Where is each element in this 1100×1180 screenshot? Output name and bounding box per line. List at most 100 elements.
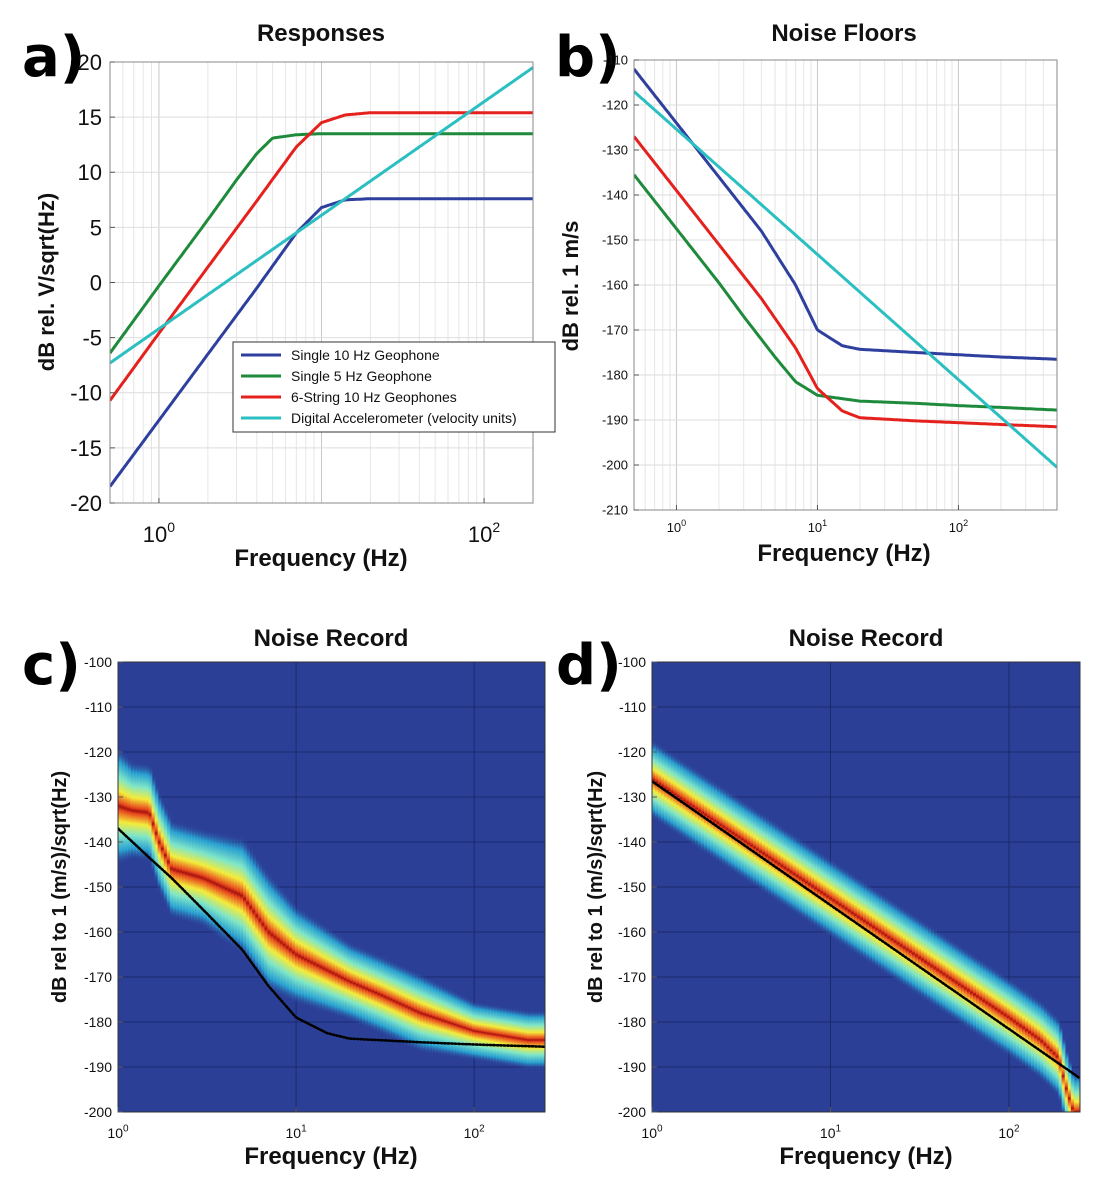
- panel-d-density-cell: [1028, 992, 1032, 1072]
- panel-c-noise-floor-curve: [118, 827, 545, 1049]
- panel-d-density-cell: [719, 785, 724, 865]
- panel-c-density-cell: [215, 831, 220, 938]
- panel-d-density-cell: [838, 865, 843, 945]
- panel-d-density-cell: [905, 909, 910, 990]
- panel-d-y-tick-label: -120: [618, 744, 646, 760]
- panel-c-density-cell: [407, 968, 412, 1048]
- legend-box: [232, 341, 556, 433]
- panel-a-x-tick-label: 100: [143, 519, 175, 547]
- panel-c-density-cell: [255, 856, 260, 976]
- panel-c-y-tick-label: -100: [84, 654, 112, 670]
- panel-b-series-3-line: [634, 90, 1057, 469]
- panel-c-density-cell: [386, 958, 391, 1038]
- panel-d-density-cell: [746, 803, 751, 883]
- panel-d-density-cell: [1021, 988, 1026, 1068]
- panel-c-density-cell: [194, 826, 199, 926]
- panel-d-density-cell: [740, 799, 745, 879]
- panel-d-density-cell: [1076, 1072, 1080, 1112]
- panel-b-y-axis-label: dB rel. 1 m/s: [558, 221, 583, 352]
- panel-c-y-tick-label: -140: [84, 834, 112, 850]
- panel-d-density-cell: [948, 938, 953, 1018]
- panel-c-density-cell: [191, 825, 196, 925]
- panel-d-density-cell: [890, 899, 895, 979]
- panel-c-density-cell: [349, 942, 354, 1022]
- panel-d-density-cell: [755, 809, 760, 890]
- panel-d-density-band: [652, 740, 1080, 1112]
- panel-b-letter: b): [555, 25, 621, 90]
- panel-b-series-1-line: [634, 173, 1057, 412]
- panel-c-density-cell: [465, 997, 470, 1060]
- panel-d-density-cell: [878, 891, 883, 971]
- panel-b: b) Noise Floors Frequency (Hz) dB rel. 1…: [555, 20, 1058, 567]
- panel-d-density-cell: [679, 758, 684, 839]
- panel-c-density-cell: [499, 1005, 504, 1066]
- panel-d-density-cell: [957, 944, 962, 1024]
- panel-d-x-axis-label: Frequency (Hz): [779, 1143, 952, 1170]
- panel-c-density-cell: [334, 932, 339, 1017]
- panel-c-x-tick-label: 102: [464, 1124, 486, 1141]
- panel-c-density-cell: [474, 1001, 479, 1062]
- panel-c-y-tick-label: -190: [84, 1059, 112, 1075]
- panel-c-density-cell: [261, 864, 266, 984]
- panel-d-density-cell: [774, 822, 779, 902]
- panel-d-density-cell: [1024, 990, 1029, 1070]
- panel-d-density-cell: [804, 842, 809, 922]
- panel-c-density-cell: [172, 820, 177, 920]
- panel-c-density-cell: [456, 992, 461, 1059]
- panel-d-density-cell: [1012, 981, 1017, 1061]
- panel-c-density-cell: [365, 949, 369, 1029]
- panel-d-density-cell: [752, 807, 757, 888]
- panel-d-density-cell: [661, 746, 666, 826]
- legend-label-3: Digital Accelerometer (velocity units): [291, 410, 517, 426]
- panel-c-density-cell: [505, 1006, 510, 1067]
- panel-c-density-cell: [371, 951, 375, 1032]
- panel-d-density-cell: [685, 762, 690, 843]
- panel-c-density-cell: [316, 919, 321, 1011]
- panel-b-x-tick-label: 101: [808, 518, 827, 535]
- panel-d-y-tick-label: -180: [618, 1014, 646, 1030]
- panel-d-density-cell: [667, 750, 672, 830]
- panel-d-density-cell: [969, 952, 974, 1033]
- panel-d-density-cell: [875, 889, 880, 969]
- panel-d-density-cell: [1037, 999, 1042, 1079]
- panel-c-density-cell: [362, 947, 366, 1028]
- panel-c-density-cell: [230, 834, 235, 949]
- panel-d-density-cell: [765, 815, 769, 896]
- panel-d-density-cell: [927, 924, 931, 1004]
- panel-d-y-tick-label: -140: [618, 834, 646, 850]
- panel-c-density-cell: [374, 953, 379, 1033]
- panel-d-density-cell: [743, 801, 748, 881]
- panel-d-letter: d): [556, 633, 622, 698]
- panel-d-density-cell: [1009, 979, 1014, 1059]
- panel-c-density-cell: [520, 1009, 525, 1069]
- panel-c-density-cell: [419, 973, 424, 1053]
- panel-c-y-tick-label: -120: [84, 744, 112, 760]
- panel-c-density-cell: [395, 962, 400, 1042]
- panel-d-density-cell: [786, 830, 791, 910]
- panel-d-density-cell: [954, 942, 959, 1022]
- panel-b-x-axis-label: Frequency (Hz): [757, 540, 930, 567]
- panel-c-density-cell: [538, 1010, 543, 1070]
- panel-c-density-cell: [249, 847, 253, 967]
- panel-c-density-cell: [313, 917, 318, 1010]
- panel-c-density-cell: [227, 833, 232, 947]
- panel-c-density-cell: [319, 922, 324, 1012]
- panel-d-density-cell: [966, 950, 971, 1031]
- panel-c-density-cell: [160, 799, 165, 899]
- panel-d-density-cell: [829, 858, 834, 939]
- panel-c-x-axis-label: Frequency (Hz): [244, 1143, 417, 1170]
- panel-d-y-tick-label: -200: [618, 1104, 646, 1120]
- panel-c-density-cell: [304, 911, 308, 1008]
- panel-d-density-cell: [1052, 1013, 1057, 1093]
- panel-d-density-cell: [960, 946, 965, 1026]
- panel-c-density-cell: [212, 830, 217, 936]
- panel-a-y-tick-label: -20: [70, 491, 102, 516]
- panel-a-legend: Single 10 Hz Geophone Single 5 Hz Geophon…: [232, 341, 556, 433]
- panel-c-density-cell: [124, 754, 128, 863]
- panel-d-density-cell: [749, 805, 754, 885]
- panel-c-density-cell: [325, 926, 330, 1014]
- panel-d-title: Noise Record: [789, 625, 944, 652]
- panel-b-x-tick-label: 100: [667, 518, 686, 535]
- panel-c-density-cell: [526, 1010, 531, 1070]
- panel-b-grid: [634, 60, 1057, 510]
